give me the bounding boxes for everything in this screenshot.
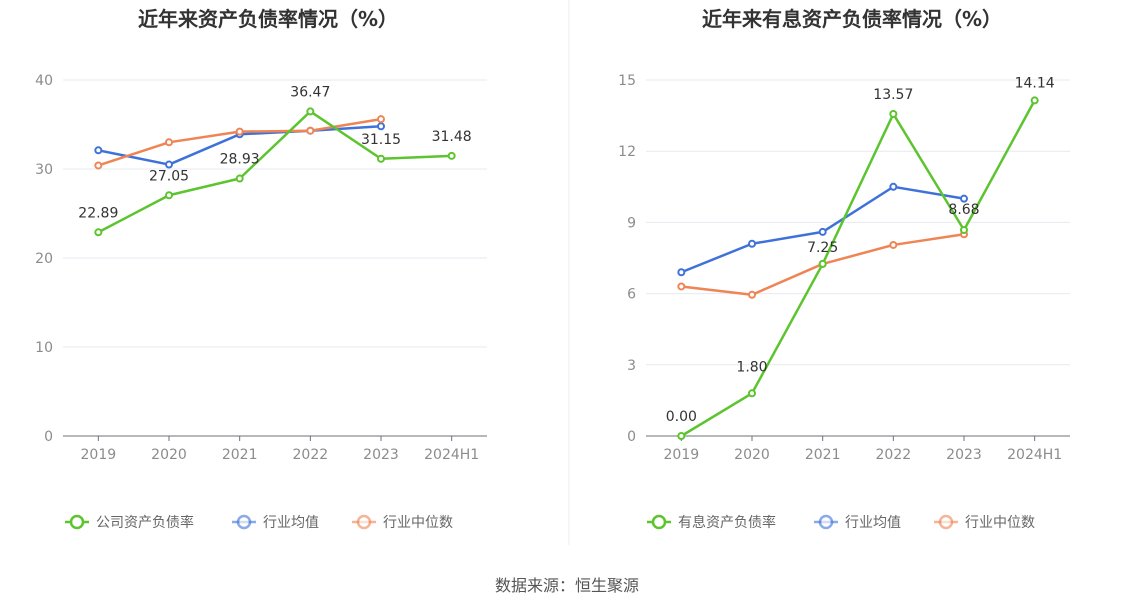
data-label: 8.68: [948, 202, 979, 218]
data-source: 数据来源：恒生聚源: [495, 576, 639, 595]
x-tick-label: 2020: [151, 447, 187, 463]
legend-marker-icon: [236, 514, 252, 530]
legend-marker-icon: [69, 514, 85, 530]
data-point-industry_median: [748, 290, 756, 299]
y-tick-label: 30: [35, 162, 53, 178]
data-label: 28.93: [220, 152, 260, 168]
legend-label: 行业中位数: [965, 515, 1035, 531]
data-point-industry_median: [165, 138, 173, 147]
data-point-industry_median: [889, 240, 898, 249]
data-label: 22.89: [78, 205, 118, 221]
legend-marker-icon: [651, 514, 667, 530]
x-tick-label: 2019: [81, 447, 117, 463]
legend-label: 行业中位数: [383, 515, 453, 531]
data-point-industry_median: [94, 161, 103, 170]
legend-item-industry_median: 行业中位数: [934, 514, 1035, 531]
y-tick-label: 10: [35, 340, 53, 356]
y-tick-label: 20: [35, 251, 53, 267]
data-point-industry_avg: [960, 194, 968, 203]
data-point-industry_avg: [94, 146, 103, 155]
x-tick-label: 2020: [734, 447, 770, 463]
data-label: 13.57: [873, 87, 913, 103]
x-tick-label: 2024H1: [1007, 447, 1062, 463]
data-label: 7.25: [807, 240, 838, 256]
chart-title: 近年来有息资产负债率情况（%）: [702, 7, 1002, 31]
data-point-industry_median: [235, 127, 244, 136]
data-point-industry_avg: [677, 268, 686, 277]
data-point-company: [235, 174, 244, 183]
data-label: 14.14: [1015, 75, 1055, 91]
data-label: 36.47: [290, 84, 330, 100]
series-line-company: [680, 99, 1036, 438]
legend-marker-icon: [818, 514, 834, 530]
y-tick-label: 3: [627, 358, 636, 374]
legend-item-company: 公司资产负债率: [65, 514, 194, 531]
legend-item-industry_avg: 行业均值: [814, 514, 901, 531]
data-point-industry_median: [306, 126, 315, 135]
data-label: 31.15: [361, 132, 401, 148]
data-point-company: [960, 225, 968, 234]
data-point-company: [1030, 96, 1039, 105]
series-line-company: [97, 110, 452, 234]
data-point-company: [306, 107, 315, 116]
legend-item-industry_median: 行业中位数: [352, 514, 453, 531]
data-label: 0.00: [666, 409, 697, 425]
y-tick-label: 15: [618, 73, 636, 89]
legend-marker-icon: [938, 514, 954, 530]
data-point-industry_avg: [748, 239, 756, 248]
data-label: 1.80: [736, 359, 767, 375]
data-point-industry_avg: [165, 160, 173, 169]
data-point-company: [677, 432, 686, 440]
data-point-company: [377, 154, 385, 163]
debt-ratio-chart: 近年来资产负债率情况（%） 0 10 20 30 40 2019 2020 2021 2022 20…: [35, 7, 487, 531]
data-point-industry_median: [677, 282, 686, 291]
data-point-company: [818, 259, 827, 268]
data-point-industry_median: [377, 115, 385, 124]
y-tick-label: 0: [627, 429, 636, 445]
y-tick-label: 6: [627, 287, 636, 303]
x-tick-label: 2021: [222, 447, 258, 463]
data-point-company: [165, 191, 173, 200]
legend-marker-icon: [356, 514, 372, 530]
x-tick-label: 2022: [293, 447, 329, 463]
x-tick-label: 2023: [946, 447, 982, 463]
data-point-company: [94, 228, 103, 237]
y-tick-label: 0: [44, 429, 53, 445]
data-point-company: [889, 109, 898, 118]
x-tick-label: 2023: [363, 447, 399, 463]
legend-label: 行业均值: [263, 515, 319, 531]
data-label: 31.48: [432, 129, 472, 145]
data-point-company: [447, 151, 456, 160]
chart-title: 近年来资产负债率情况（%）: [138, 7, 398, 31]
legend-item-industry_avg: 行业均值: [232, 514, 319, 531]
y-tick-label: 40: [35, 73, 53, 89]
data-point-industry_avg: [818, 227, 827, 236]
interest-bearing-debt-ratio-chart: 近年来有息资产负债率情况（%） 0 3 6 9 12 15 2019 2020 2021 2022 2…: [618, 7, 1070, 531]
x-tick-label: 2021: [805, 447, 841, 463]
y-tick-label: 12: [618, 144, 636, 160]
x-tick-label: 2024H1: [424, 447, 479, 463]
legend-label: 有息资产负债率: [678, 514, 776, 531]
x-tick-label: 2019: [664, 447, 700, 463]
y-tick-label: 9: [627, 215, 636, 231]
data-point-industry_avg: [377, 122, 385, 131]
data-label: 27.05: [149, 168, 189, 184]
legend-label: 公司资产负债率: [96, 514, 194, 531]
legend-label: 行业均值: [845, 515, 901, 531]
x-tick-label: 2022: [876, 447, 912, 463]
legend-item-company: 有息资产负债率: [647, 514, 776, 531]
data-point-industry_avg: [889, 182, 898, 191]
data-point-company: [748, 389, 756, 398]
